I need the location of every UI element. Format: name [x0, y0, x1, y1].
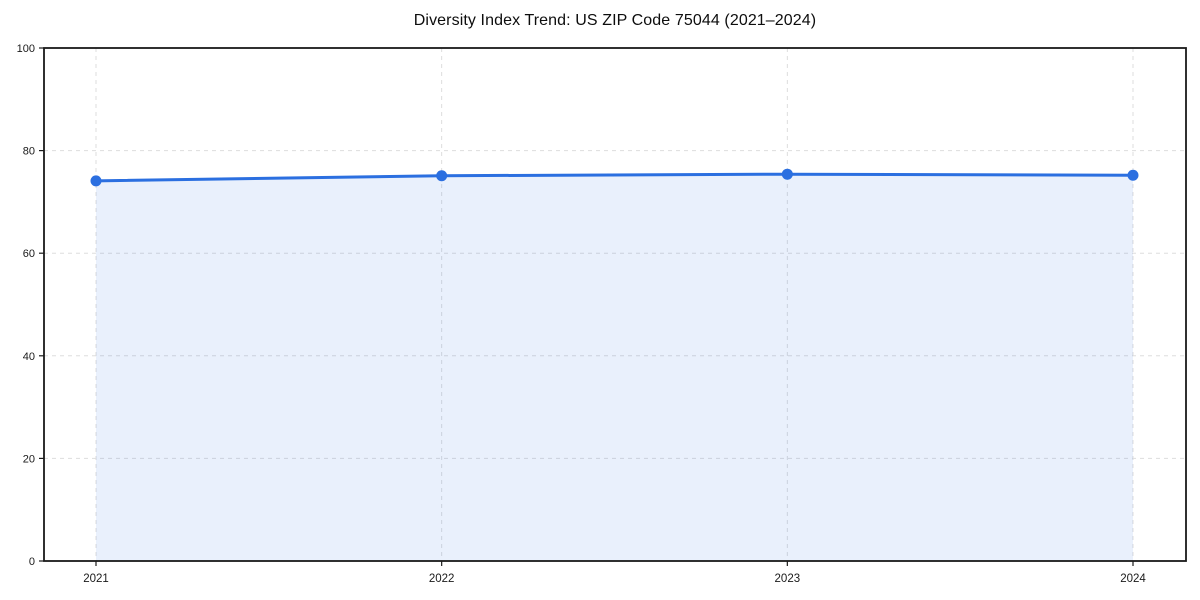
data-point-2023	[781, 168, 793, 180]
chart-title: Diversity Index Trend: US ZIP Code 75044…	[413, 12, 817, 29]
y-tick-label-0: 0	[29, 556, 35, 568]
area-fill	[96, 174, 1133, 561]
x-tick-label-2021: 2021	[83, 573, 109, 585]
y-tick-label-60: 60	[23, 248, 35, 260]
y-tick-label-80: 80	[23, 146, 35, 158]
data-point-2024	[1127, 169, 1139, 181]
data-point-2022	[436, 170, 448, 182]
y-tick-label-20: 20	[23, 453, 35, 465]
data-point-2021	[90, 175, 102, 187]
y-tick-label-40: 40	[23, 351, 35, 363]
x-tick-label-2022: 2022	[429, 573, 455, 585]
x-tick-label-2023: 2023	[775, 573, 801, 585]
x-tick-label-2024: 2024	[1120, 573, 1146, 585]
y-tick-label-100: 100	[17, 43, 35, 55]
trend-line	[94, 172, 1135, 183]
plot-border	[43, 47, 1187, 562]
